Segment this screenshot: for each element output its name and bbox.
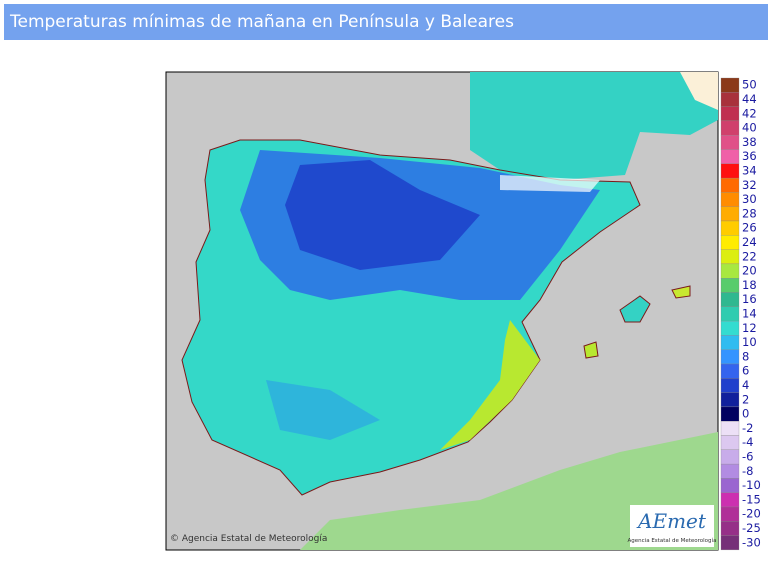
legend-swatch — [720, 535, 740, 551]
legend-swatch — [720, 363, 740, 379]
logo: AEmet — [636, 509, 707, 533]
legend-swatch — [720, 435, 740, 450]
legend-label: 30 — [742, 192, 757, 206]
legend-label: 14 — [742, 306, 757, 320]
legend-label: -25 — [742, 521, 761, 535]
legend-swatch — [720, 163, 740, 179]
legend-swatch — [720, 77, 740, 93]
legend-label: -2 — [742, 421, 753, 435]
legend-label: 44 — [742, 92, 757, 106]
mild-area — [266, 380, 380, 440]
snow — [500, 175, 600, 192]
ibiza — [583, 341, 599, 359]
legend-swatch — [720, 506, 740, 522]
legend-swatch — [720, 449, 740, 465]
legend-label: 28 — [742, 206, 757, 220]
legend-label: -10 — [742, 478, 761, 492]
legend-label: 0 — [742, 407, 749, 421]
legend-label: 2 — [742, 392, 749, 406]
legend-swatch — [720, 478, 740, 493]
legend-label: 38 — [742, 135, 757, 149]
legend-label: 40 — [742, 121, 757, 135]
legend-label: 18 — [742, 278, 757, 292]
warm-coast — [440, 320, 540, 450]
legend-label: 36 — [742, 149, 757, 163]
title: Temperaturas mínimas de mañana en Peníns… — [10, 12, 514, 32]
copyright: © Agencia Estatal de Meteorología — [170, 534, 327, 544]
menorca — [671, 285, 691, 299]
legend-swatch — [720, 249, 740, 265]
legend-label: 22 — [742, 249, 757, 263]
legend-swatch — [720, 463, 740, 479]
france — [470, 72, 718, 180]
legend-swatch — [720, 149, 740, 164]
legend-swatch — [720, 206, 740, 222]
legend-label: -8 — [742, 464, 753, 478]
legend-swatch — [720, 306, 740, 322]
legend-label: 8 — [742, 349, 749, 363]
legend-label: -15 — [742, 492, 761, 506]
legend-swatch — [720, 406, 740, 422]
legend-swatch — [720, 335, 740, 350]
legend-swatch — [720, 392, 740, 408]
legend-swatch — [720, 521, 740, 536]
legend-label: 42 — [742, 106, 757, 120]
legend-swatch — [720, 135, 740, 150]
legend-swatch — [720, 106, 740, 122]
legend-swatch — [720, 421, 740, 436]
legend-label: -20 — [742, 507, 761, 521]
legend-swatch — [720, 492, 740, 508]
legend-label: 12 — [742, 321, 757, 335]
legend-label: 6 — [742, 364, 749, 378]
legend-label: 50 — [742, 78, 757, 92]
legend-label: 32 — [742, 178, 757, 192]
legend-label: 24 — [742, 235, 757, 249]
legend-swatch — [720, 235, 740, 250]
africa — [300, 432, 718, 550]
legend-swatch — [720, 278, 740, 293]
legend-swatch — [720, 92, 740, 107]
land-other — [680, 72, 718, 110]
legend-label: 34 — [742, 163, 757, 177]
legend-swatch — [720, 192, 740, 207]
legend-label: 4 — [742, 378, 749, 392]
legend-swatch — [720, 349, 740, 365]
logo-caption: Agencia Estatal de Meteorología — [628, 537, 717, 544]
legend-swatch — [720, 220, 740, 236]
legend-label: -30 — [742, 535, 761, 549]
legend-swatch — [720, 120, 740, 136]
logo-box — [630, 505, 714, 547]
title-bar: Temperaturas mínimas de mañana en Peníns… — [4, 4, 768, 40]
cold-core — [285, 160, 480, 270]
mallorca — [619, 295, 651, 323]
legend-swatch — [720, 263, 740, 279]
legend-label: -4 — [742, 435, 753, 449]
legend-label: 26 — [742, 221, 757, 235]
legend-swatch — [720, 378, 740, 393]
legend-swatch — [720, 292, 740, 307]
legend-swatch — [720, 320, 740, 336]
legend-swatch — [720, 177, 740, 193]
legend-label: 20 — [742, 264, 757, 278]
legend-label: 10 — [742, 335, 757, 349]
legend-label: -6 — [742, 449, 753, 463]
legend-label: 16 — [742, 292, 757, 306]
